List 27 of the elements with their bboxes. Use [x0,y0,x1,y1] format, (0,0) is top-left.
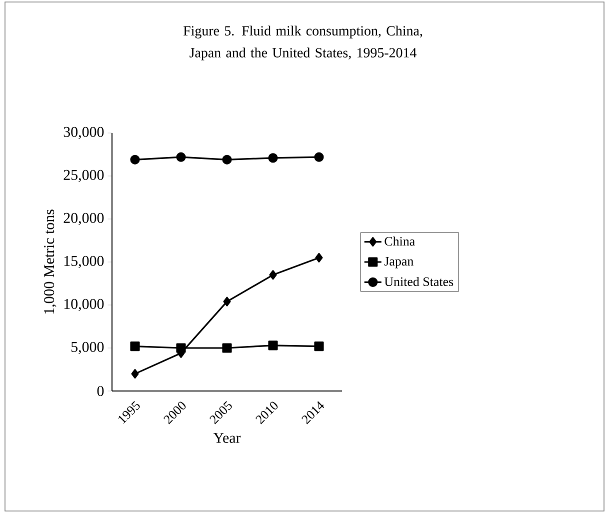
point [222,154,232,164]
legend-label: United States [384,276,454,286]
point [176,343,186,353]
y-tick-label: 10,000 [64,298,104,312]
legend-label: China [384,236,415,246]
y-tick-label: 0 [97,386,104,396]
y-tick-label: 5,000 [71,342,104,354]
point [314,152,324,162]
chart-title: Figure 5. Fluid milk consumption, China, Japan and the United States, 1995-2014 [183,26,422,60]
x-axis-title: Year [213,432,241,443]
point [176,152,186,162]
y-tick-label: 30,000 [64,126,104,140]
y-tick-label: 25,000 [64,170,104,182]
y-tick-label: 20,000 [64,212,104,226]
legend-label: Japan [384,257,414,268]
point [131,369,139,379]
y-axis-title: 1,000 Metric tons [44,210,56,314]
point [130,154,140,164]
point [268,340,278,350]
point [130,341,140,352]
point [223,296,231,306]
point [315,252,323,262]
point [268,153,278,163]
point [314,341,324,352]
point [222,343,232,353]
point [269,270,277,280]
y-tick-label: 15,000 [64,256,104,268]
